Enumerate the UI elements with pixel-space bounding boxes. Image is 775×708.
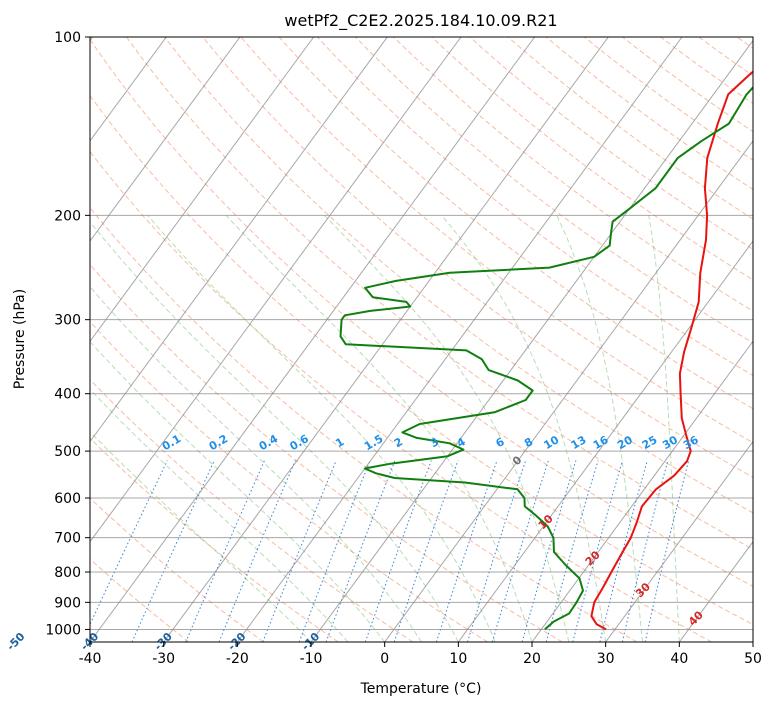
dry-adiabat-line: [355, 37, 753, 344]
moist-adiabat-line: [90, 221, 459, 642]
y-axis-title: Pressure (hPa): [12, 289, 28, 389]
isotherm-line: [531, 340, 753, 642]
dry-adiabat-line: [545, 37, 753, 191]
mixing-ratio-line: [218, 460, 296, 642]
dry-adiabat-line: [90, 263, 563, 642]
x-axis-title: Temperature (°C): [360, 681, 482, 697]
axes: -40 -30 -20 -10 0 10 20 30 40 50 1000 900 800 700 600 5…: [45, 30, 762, 667]
y-tick-label: 700: [54, 531, 81, 547]
x-tick-label: -30: [152, 651, 175, 667]
y-tick-label: 500: [54, 444, 81, 460]
mixing-ratio-line: [325, 460, 396, 642]
dry-adiabat-line: [469, 37, 753, 250]
isotherm-line: [163, 37, 609, 642]
moist-adiabat-line: [324, 214, 570, 642]
dry-adiabat-line: [90, 150, 712, 642]
dry-adiabat-line: [278, 37, 753, 410]
mixing-ratio-line: [185, 460, 265, 642]
dry-adiabat-line: [202, 37, 753, 478]
isotherm-line: [90, 37, 388, 443]
moist-adiabat-line: [147, 214, 496, 642]
x-tick-label: 20: [523, 651, 541, 667]
dry-adiabat-line: [90, 38, 753, 587]
mixing-ratio-line: [599, 460, 648, 642]
mixing-ratio-line: [364, 460, 432, 642]
dry-adiabat-line: [90, 320, 488, 642]
y-tick-label: 1000: [45, 622, 81, 638]
isotherm-line: [605, 440, 753, 642]
x-tick-label: 0: [380, 651, 389, 667]
x-tick-label: 40: [670, 651, 688, 667]
chart-title: wetPf2_C2E2.2025.184.10.09.R21: [284, 11, 557, 31]
moist-adiabat-line: [648, 215, 680, 642]
plot-frame: [89, 36, 754, 643]
dry-adiabat-line: [90, 207, 638, 642]
mixing-ratio-line: [644, 460, 690, 642]
dry-adiabat-line: [164, 37, 753, 514]
x-tick-label: 10: [449, 651, 467, 667]
mixing-ratio-line: [572, 460, 623, 642]
mixing-ratio-line: [262, 460, 337, 642]
dry-adiabat-line: [126, 37, 753, 550]
y-tick-label: 100: [54, 30, 81, 46]
dry-adiabat-line: [240, 37, 753, 444]
isotherm-line: [90, 37, 167, 142]
mixing-ratio-line: [298, 460, 371, 642]
y-tick-label: 900: [54, 595, 81, 611]
mixing-ratio-line: [545, 460, 599, 642]
dry-adiabat-line: [584, 37, 753, 161]
x-tick-label: -40: [79, 651, 102, 667]
dewpoint-line: [339, 85, 753, 631]
isotherm-line: [236, 37, 683, 642]
x-tick-label: -10: [300, 651, 323, 667]
mixing-ratio-line: [131, 460, 215, 642]
mixing-ratio-line: [90, 460, 168, 626]
moist-adiabat-line: [441, 214, 607, 642]
y-tick-label: 400: [54, 387, 81, 403]
y-tick-label: 300: [54, 313, 81, 329]
temperature-line: [590, 70, 753, 631]
y-tick-label: 800: [54, 565, 81, 581]
moist-adiabat-line: [90, 388, 349, 642]
mixing-ratio-line: [621, 460, 669, 642]
y-tick-label: 200: [54, 208, 81, 224]
y-tick-label: 600: [54, 491, 81, 507]
isotherm-line: [90, 37, 315, 343]
x-tick-label: 50: [744, 651, 762, 667]
moist-adiabat-line: [556, 215, 643, 642]
isotherm-line: [310, 39, 753, 642]
mixing-ratio-line: [393, 460, 459, 642]
moist-adiabat-line: [225, 214, 533, 642]
x-tick-label: 30: [597, 651, 615, 667]
dry-adiabat-line: [90, 94, 753, 626]
moist-adiabat-line: [90, 431, 312, 642]
isotherm-line: [90, 37, 536, 642]
dry-adiabat-line: [90, 497, 264, 642]
dry-adiabat-line: [393, 37, 753, 312]
background-lines: [90, 37, 753, 642]
moist-adiabat-line: [90, 285, 422, 642]
dry-adiabat-line: [316, 37, 753, 377]
x-tick-label: -20: [226, 651, 249, 667]
isotherm-line: [90, 37, 241, 242]
isotherm-line: [457, 240, 753, 642]
profile-lines: [339, 70, 753, 631]
moist-adiabat-line: [90, 340, 386, 642]
isotherm-line: [384, 140, 753, 642]
